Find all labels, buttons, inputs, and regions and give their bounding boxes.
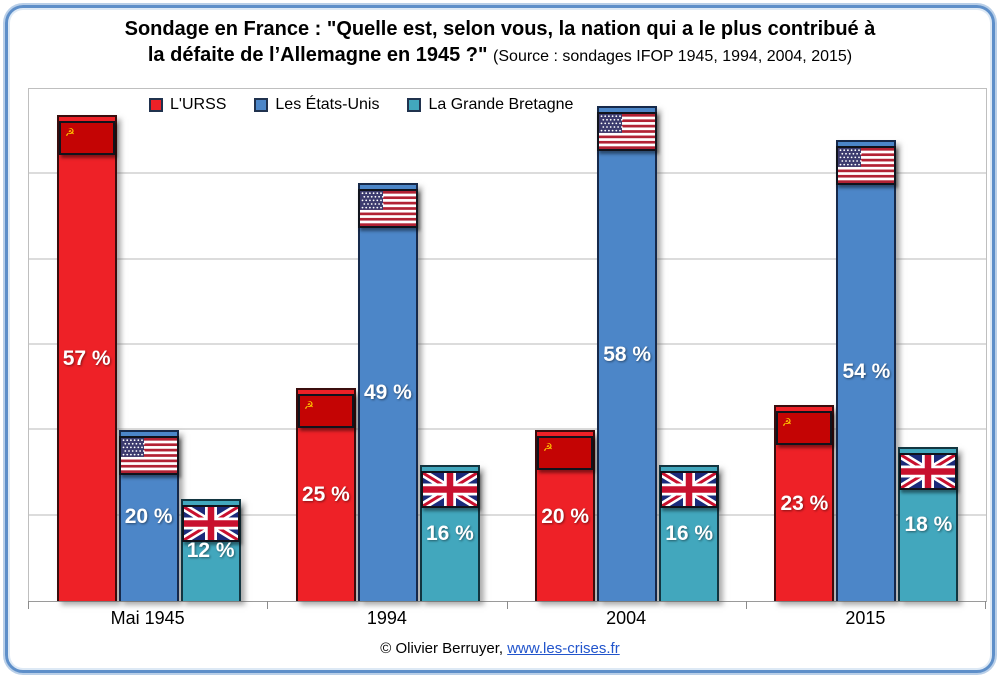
bar-value-label: 57 % xyxy=(62,346,111,370)
legend-label: L'URSS xyxy=(170,96,227,113)
svg-text:☭: ☭ xyxy=(304,399,314,412)
axis-tick xyxy=(267,601,269,609)
gridline xyxy=(29,428,986,431)
us-flag xyxy=(118,436,179,476)
bar-value-label: 25 % xyxy=(301,483,350,507)
us-flag xyxy=(357,188,418,228)
title-line2-bold: la défaite de l’Allemagne en 1945 ?" xyxy=(147,44,488,66)
footer: © Olivier Berruyer, www.les-crises.fr xyxy=(0,640,1000,657)
bar-value-label: 16 % xyxy=(425,521,474,545)
title-line2: la défaite de l’Allemagne en 1945 ?" (So… xyxy=(0,42,1000,70)
legend-swatch-icon xyxy=(254,98,269,112)
legend-label: Les États-Unis xyxy=(275,96,380,113)
plot-area: ☭ 57 % 20 % 12 % ☭ 25 % 49 % 16 % ☭ 20 % 58… xyxy=(28,88,987,602)
bar: 54 % xyxy=(836,140,897,601)
axis-tick xyxy=(745,601,747,609)
svg-text:☭: ☭ xyxy=(782,416,792,429)
bar-value-label: 16 % xyxy=(665,521,714,545)
ussr-flag: ☭ xyxy=(537,436,594,471)
bar-value-label: 12 % xyxy=(186,538,235,562)
ussr-flag: ☭ xyxy=(58,120,115,155)
ussr-flag: ☭ xyxy=(297,393,354,428)
gridline xyxy=(29,257,986,260)
legend-item: La Grande Bretagne xyxy=(407,96,573,114)
bar-value-label: 54 % xyxy=(842,359,891,383)
uk-flag xyxy=(899,451,958,492)
svg-text:☭: ☭ xyxy=(543,441,553,454)
bar-group: ☭ 23 % 54 % 18 % xyxy=(747,89,986,601)
title-line1: Sondage en France : "Quelle est, selon v… xyxy=(124,18,876,40)
uk-flag xyxy=(181,503,240,544)
svg-text:☭: ☭ xyxy=(65,126,75,139)
legend-label: La Grande Bretagne xyxy=(428,96,574,113)
bar: 16 % xyxy=(419,464,480,601)
bar: ☭ 57 % xyxy=(56,114,117,601)
bar: 12 % xyxy=(180,498,241,601)
bar: ☭ 23 % xyxy=(774,404,835,601)
bar: 16 % xyxy=(659,464,720,601)
chart-title: Sondage en France : "Quelle est, selon v… xyxy=(0,16,1000,70)
bar: 49 % xyxy=(357,182,418,601)
bar: 18 % xyxy=(898,447,959,601)
uk-flag xyxy=(420,469,479,509)
bar-group: ☭ 20 % 58 % 16 % xyxy=(508,89,747,601)
uk-flag xyxy=(660,469,719,509)
bar: 58 % xyxy=(597,106,658,601)
x-axis-label: 1994 xyxy=(366,608,407,628)
bar-value-label: 23 % xyxy=(780,491,829,515)
x-axis-label: 2004 xyxy=(606,608,647,628)
gridline xyxy=(29,343,986,345)
axis-tick xyxy=(985,601,986,609)
bar-group: ☭ 57 % 20 % 12 % xyxy=(29,89,268,601)
ussr-flag: ☭ xyxy=(776,410,833,445)
bar: ☭ 20 % xyxy=(535,430,596,601)
footer-credit: © Olivier Berruyer, xyxy=(380,640,508,657)
us-flag xyxy=(597,112,658,152)
legend: L'URSS Les États-Unis La Grande Bretagne xyxy=(149,96,573,114)
bar: ☭ 25 % xyxy=(295,387,356,601)
bar-value-label: 58 % xyxy=(603,342,652,366)
x-axis-labels: Mai 1945 1994 2004 2015 xyxy=(28,608,985,629)
bar-value-label: 20 % xyxy=(541,504,590,528)
bar-value-label: 18 % xyxy=(904,513,953,537)
bar-value-label: 49 % xyxy=(363,380,412,404)
x-axis-label: Mai 1945 xyxy=(110,608,185,628)
legend-swatch-icon xyxy=(149,98,163,112)
axis-tick xyxy=(28,601,29,609)
x-axis-label: 2015 xyxy=(845,608,886,628)
bar-groups: ☭ 57 % 20 % 12 % ☭ 25 % 49 % 16 % ☭ 20 % 58… xyxy=(29,89,986,601)
legend-item: Les États-Unis xyxy=(254,96,379,114)
footer-link[interactable]: www.les-crises.fr xyxy=(507,640,620,657)
title-source: (Source : sondages IFOP 1945, 1994, 2004… xyxy=(493,48,853,65)
us-flag xyxy=(836,146,897,186)
bar-group: ☭ 25 % 49 % 16 % xyxy=(268,89,507,601)
bar: 20 % xyxy=(118,430,179,601)
axis-tick xyxy=(506,601,508,609)
bar-value-label: 20 % xyxy=(124,504,173,528)
gridline xyxy=(29,513,986,516)
gridline xyxy=(29,172,986,175)
legend-swatch-icon xyxy=(407,98,422,112)
legend-item: L'URSS xyxy=(149,96,226,114)
